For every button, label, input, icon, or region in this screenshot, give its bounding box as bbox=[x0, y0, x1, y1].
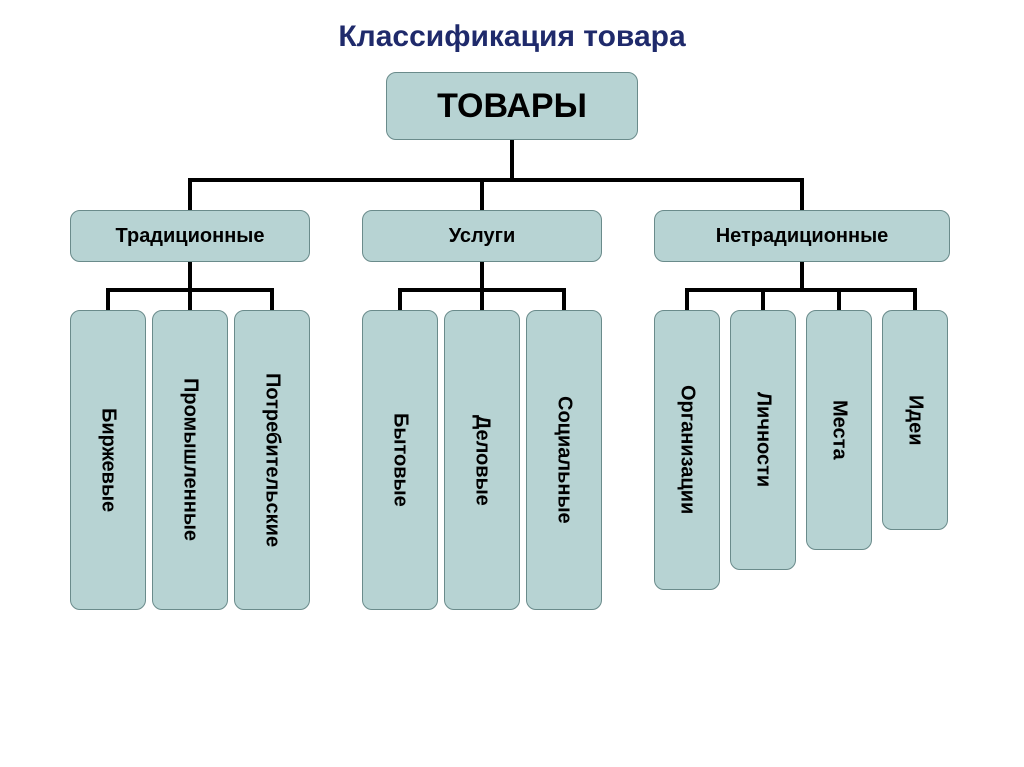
node-personalities: Личности bbox=[730, 310, 796, 570]
node-organizations: Организации bbox=[654, 310, 720, 590]
node-consumer: Потребительские bbox=[234, 310, 310, 610]
node-nontraditional: Нетрадиционные bbox=[654, 210, 950, 262]
node-ideas: Идеи bbox=[882, 310, 948, 530]
node-social: Социальные bbox=[526, 310, 602, 610]
node-household: Бытовые bbox=[362, 310, 438, 610]
node-industrial: Промышленные bbox=[152, 310, 228, 610]
diagram-title: Классификация товара bbox=[0, 20, 1024, 54]
node-traditional: Традиционные bbox=[70, 210, 310, 262]
node-business: Деловые bbox=[444, 310, 520, 610]
node-root: ТОВАРЫ bbox=[386, 72, 638, 140]
node-services: Услуги bbox=[362, 210, 602, 262]
node-places: Места bbox=[806, 310, 872, 550]
node-exchange: Биржевые bbox=[70, 310, 146, 610]
